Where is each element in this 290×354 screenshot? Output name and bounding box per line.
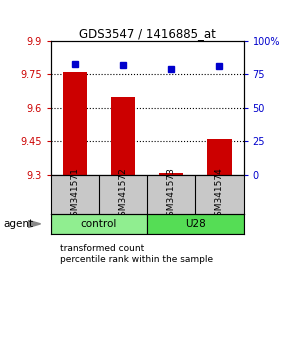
- Text: U28: U28: [185, 219, 206, 229]
- Title: GDS3547 / 1416885_at: GDS3547 / 1416885_at: [79, 27, 215, 40]
- Bar: [207, 139, 231, 175]
- Bar: [51, 214, 147, 234]
- Text: GSM341572: GSM341572: [119, 167, 128, 222]
- Text: GSM341573: GSM341573: [167, 167, 176, 222]
- Bar: [147, 214, 244, 234]
- Bar: [159, 173, 183, 175]
- Text: GSM341571: GSM341571: [70, 167, 79, 222]
- Text: transformed count: transformed count: [60, 244, 144, 253]
- Text: agent: agent: [3, 219, 33, 229]
- Text: percentile rank within the sample: percentile rank within the sample: [60, 255, 213, 264]
- Bar: [111, 97, 135, 175]
- Text: GSM341574: GSM341574: [215, 167, 224, 222]
- Bar: [63, 72, 87, 175]
- Polygon shape: [28, 220, 41, 228]
- Text: control: control: [81, 219, 117, 229]
